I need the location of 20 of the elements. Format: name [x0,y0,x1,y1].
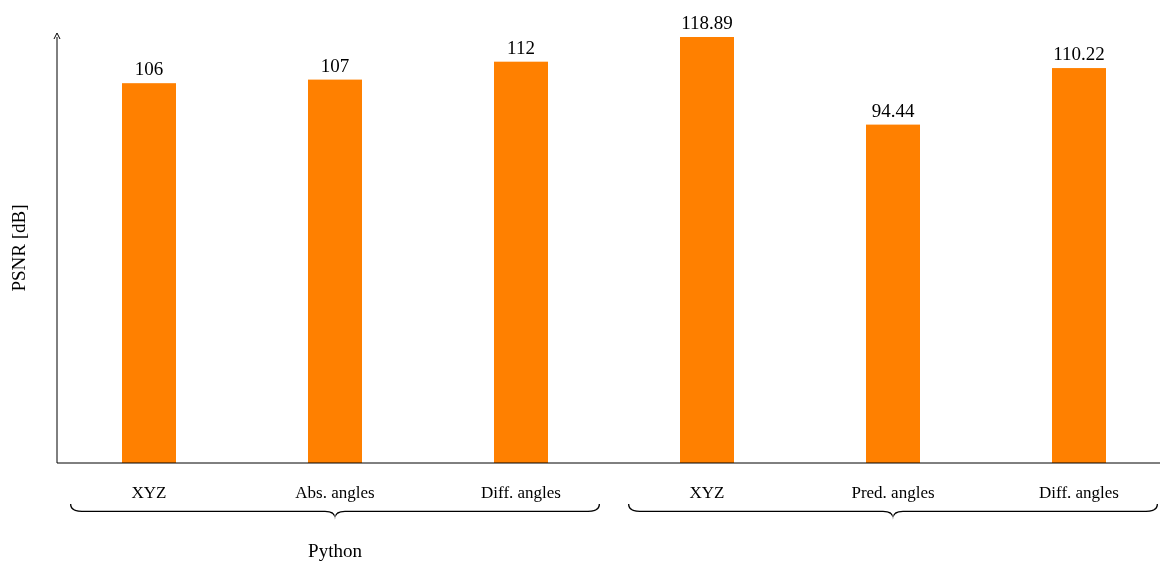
bar [866,124,920,463]
bar [680,37,734,463]
data-label: 107 [320,54,350,76]
data-label: 112 [507,36,535,58]
x-tick-label: Diff. angles [1039,483,1119,503]
x-tick-label: Abs. angles [295,483,375,503]
data-label: 106 [134,58,164,80]
x-tick-label: XYZ [689,483,725,503]
x-tick-label: Diff. angles [481,483,561,503]
text: Python [308,540,363,561]
bar [308,79,362,463]
x-tick-label: XYZ [131,483,167,503]
y-axis-title: PSNR [dB] [8,204,29,292]
bar [122,83,176,463]
bar [1052,68,1106,463]
x-tick-label: Pred. angles [851,483,935,503]
data-label: 110.22 [1053,43,1105,65]
data-label: 118.89 [681,12,733,33]
data-label: 94.44 [871,99,915,121]
bar [494,61,548,463]
